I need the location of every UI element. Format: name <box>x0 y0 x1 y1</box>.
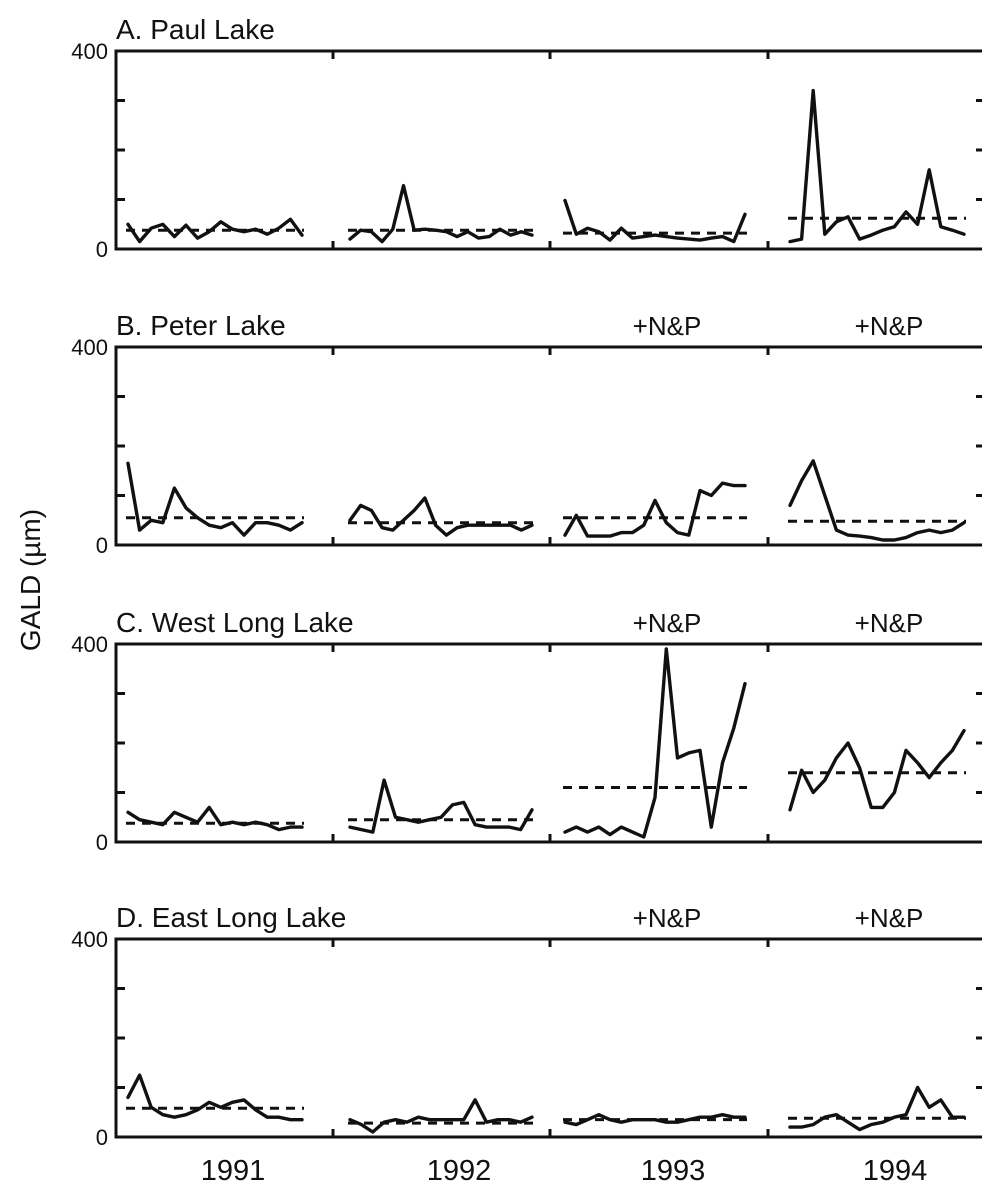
series-line-1993 <box>563 198 747 244</box>
series-line-1993 <box>563 647 747 839</box>
panel-1: A. Paul Lake 400 0 <box>71 14 982 262</box>
treatment-label: +N&P <box>855 311 924 341</box>
y-tick-label: 400 <box>71 39 108 64</box>
panel-frame <box>114 345 982 547</box>
treatment-label: +N&P <box>633 903 702 933</box>
year-label: 1991 <box>201 1155 266 1186</box>
y-tick-label: 0 <box>96 237 108 262</box>
panel-title: A. Paul Lake <box>116 14 275 45</box>
series-line-1991 <box>126 461 304 537</box>
panels: A. Paul Lake 400 0 B. Peter Lake 400 0 +N&P +N&… <box>71 14 982 1150</box>
panel-3: C. West Long Lake 400 0 +N&P +N&P <box>71 607 982 855</box>
y-tick-label: 400 <box>71 632 108 657</box>
treatment-label: +N&P <box>855 608 924 638</box>
y-tick-label: 0 <box>96 533 108 558</box>
y-axis-label: GALD (µm) <box>15 509 46 651</box>
series-line-1992 <box>348 183 534 244</box>
y-tick-label: 0 <box>96 1125 108 1150</box>
year-label: 1993 <box>641 1155 706 1186</box>
series-line-1994 <box>788 88 966 244</box>
series-line-1991 <box>126 805 304 832</box>
series-line-1992 <box>348 1098 534 1134</box>
panel-title: D. East Long Lake <box>116 902 346 933</box>
y-tick-label: 400 <box>71 927 108 952</box>
series-line-1992 <box>348 496 534 537</box>
series-line-1993 <box>563 1112 747 1127</box>
series-line-1993 <box>563 481 747 538</box>
y-tick-label: 400 <box>71 335 108 360</box>
year-label: 1992 <box>427 1155 492 1186</box>
panel-frame <box>114 642 982 844</box>
panel-title: C. West Long Lake <box>116 607 354 638</box>
treatment-label: +N&P <box>633 608 702 638</box>
series-line-1992 <box>348 778 534 834</box>
series-line-1991 <box>126 1073 304 1122</box>
series-line-1994 <box>788 1085 966 1132</box>
y-tick-label: 0 <box>96 830 108 855</box>
panel-title: B. Peter Lake <box>116 310 286 341</box>
year-label: 1994 <box>863 1155 928 1186</box>
treatment-label: +N&P <box>855 903 924 933</box>
series-line-1994 <box>788 728 966 812</box>
treatment-label: +N&P <box>633 311 702 341</box>
year-labels: 1991 1992 1993 1994 <box>201 1155 928 1186</box>
series-line-1994 <box>788 459 966 542</box>
panel-4: D. East Long Lake 400 0 +N&P +N&P <box>71 902 982 1150</box>
panel-2: B. Peter Lake 400 0 +N&P +N&P <box>71 310 982 558</box>
